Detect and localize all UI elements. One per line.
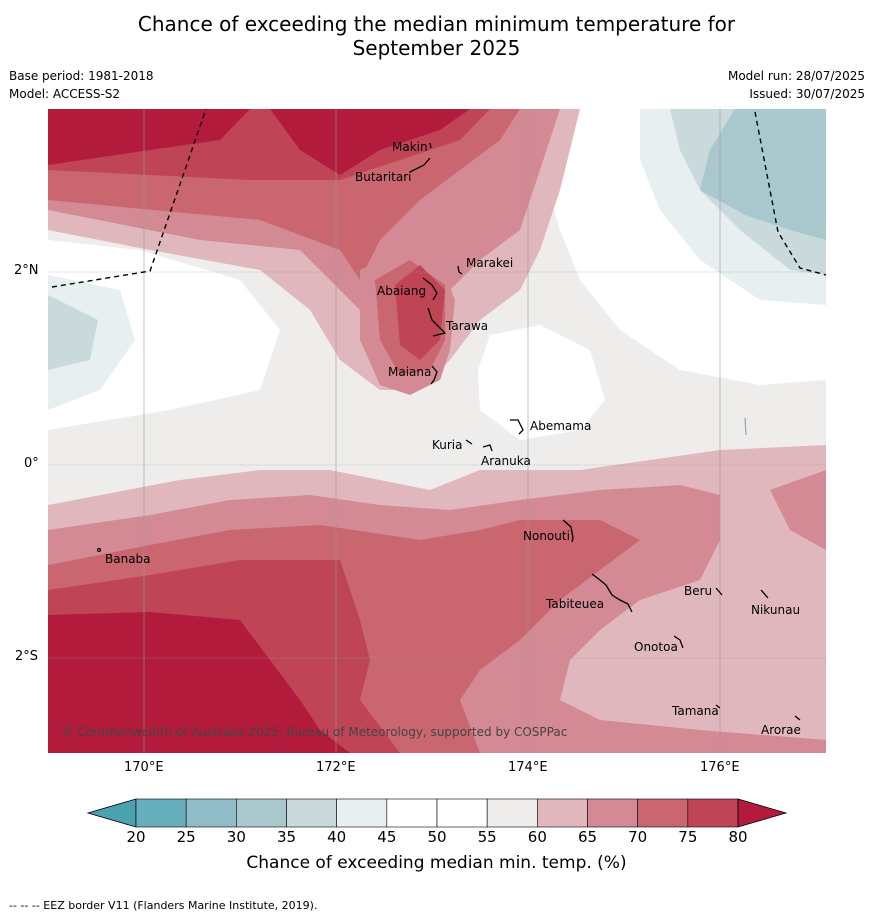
label-nonouti: Nonouti xyxy=(523,529,570,543)
colorbar-segment xyxy=(486,798,538,828)
model-name: Model: ACCESS-S2 xyxy=(9,87,121,101)
label-beru: Beru xyxy=(684,584,712,598)
colorbar-segment xyxy=(637,798,689,828)
label-aranuka: Aranuka xyxy=(481,454,531,468)
abemama-island xyxy=(510,419,524,435)
banaba-island xyxy=(96,547,102,553)
aranuka-island xyxy=(482,444,493,452)
arorae-island xyxy=(794,715,801,721)
marakei-island xyxy=(457,265,463,275)
meta-left: Base period: 1981-2018 Model: ACCESS-S2 xyxy=(9,67,154,103)
contour-fill xyxy=(48,109,826,753)
colorbar-tick-label: 25 xyxy=(176,828,196,846)
colorbar-tick-label: 55 xyxy=(477,828,497,846)
map-title: Chance of exceeding the median minimum t… xyxy=(0,12,873,60)
lat-label-0: 0° xyxy=(24,456,39,471)
colorbar-label: Chance of exceeding median min. temp. (%… xyxy=(246,853,627,873)
colorbar-segment xyxy=(236,798,287,828)
label-kuria: Kuria xyxy=(432,438,463,452)
label-nikunau: Nikunau xyxy=(751,603,800,617)
colorbar-tick-label: 20 xyxy=(126,828,146,846)
band-75-80-lobe xyxy=(395,265,445,360)
band-80-north-west xyxy=(48,109,250,165)
title-line-2: September 2025 xyxy=(352,36,521,60)
label-abaiang: Abaiang xyxy=(377,284,426,298)
band-45-55-center xyxy=(478,325,605,440)
nonouti-island xyxy=(562,519,574,543)
colorbar-under-arrow xyxy=(86,798,137,828)
model-run: Model run: 28/07/2025 xyxy=(727,69,865,83)
issued-date: Issued: 30/07/2025 xyxy=(749,87,865,101)
colorbar-segment xyxy=(436,798,488,828)
colorbar-tick-label: 80 xyxy=(728,828,748,846)
nikunau-island xyxy=(760,589,769,599)
abaiang-island xyxy=(422,277,438,301)
label-marakei: Marakei xyxy=(466,256,513,270)
colorbar xyxy=(86,798,788,828)
east-reef-mark xyxy=(744,417,747,436)
colorbar-tick-label: 75 xyxy=(678,828,698,846)
colorbar-segment xyxy=(386,798,438,828)
label-abemama: Abemama xyxy=(530,419,591,433)
place-labels: Makin Butaritari Marakei Abaiang Tarawa … xyxy=(105,140,801,737)
band-35-40-nw xyxy=(48,295,98,370)
label-banaba: Banaba xyxy=(105,552,151,566)
band-65-70-east xyxy=(770,470,826,550)
label-maiana: Maiana xyxy=(388,365,431,379)
tabiteuea-island xyxy=(591,573,633,613)
label-tabiteuea: Tabiteuea xyxy=(545,597,604,611)
label-butaritari: Butaritari xyxy=(355,170,412,184)
meta-right: Model run: 28/07/2025 Issued: 30/07/2025 xyxy=(728,67,865,103)
colorbar-tick-label: 70 xyxy=(628,828,648,846)
label-onotoa: Onotoa xyxy=(634,640,678,654)
lon-label-170: 170°E xyxy=(124,760,164,775)
onotoa-island xyxy=(673,635,684,649)
colorbar-tick-label: 60 xyxy=(527,828,547,846)
band-80-south xyxy=(48,612,350,753)
beru-island xyxy=(715,587,723,596)
lon-label-176: 176°E xyxy=(700,760,740,775)
colorbar-tick-label: 50 xyxy=(427,828,447,846)
colorbar-tick-label: 45 xyxy=(377,828,397,846)
eez-source-note: -- -- -- EEZ border V11 (Flanders Marine… xyxy=(9,899,318,912)
copyright-text: © Commonwealth of Australia 2025, Bureau… xyxy=(62,725,567,739)
band-30-35-ne xyxy=(700,109,826,240)
colorbar-segment xyxy=(587,798,638,828)
makin-island xyxy=(429,142,432,149)
colorbar-tick-label: 40 xyxy=(327,828,347,846)
colorbar-segment xyxy=(135,798,187,828)
lat-label-2s: 2°S xyxy=(15,649,39,664)
eez-border xyxy=(51,108,827,288)
label-makin: Makin xyxy=(392,140,428,154)
colorbar-segment xyxy=(336,798,388,828)
eez-border-west xyxy=(51,108,207,288)
colorbar-segment xyxy=(185,798,237,828)
base-period: Base period: 1981-2018 xyxy=(9,69,154,83)
colorbar-segment xyxy=(537,798,588,828)
colorbar-over-arrow xyxy=(737,798,788,828)
graticule xyxy=(48,109,826,753)
label-arorae: Arorae xyxy=(761,723,801,737)
colorbar-segment xyxy=(687,798,739,828)
lat-label-2n: 2°N xyxy=(14,263,39,278)
label-tarawa: Tarawa xyxy=(445,319,488,333)
colorbar-segment xyxy=(286,798,337,828)
kuria-island xyxy=(465,439,473,445)
butaritari-island xyxy=(409,157,431,173)
maiana-island xyxy=(430,365,438,385)
islands xyxy=(96,142,801,721)
colorbar-tick-label: 30 xyxy=(226,828,246,846)
label-tamana: Tamana xyxy=(671,704,719,718)
colorbar-tick-label: 65 xyxy=(577,828,598,846)
lon-label-174: 174°E xyxy=(508,760,548,775)
band-80-north-mid xyxy=(270,109,470,175)
tamana-island xyxy=(715,704,721,709)
title-line-1: Chance of exceeding the median minimum t… xyxy=(137,12,736,36)
lon-label-172: 172°E xyxy=(316,760,356,775)
tarawa-island xyxy=(427,307,447,337)
colorbar-tick-label: 35 xyxy=(276,828,297,846)
